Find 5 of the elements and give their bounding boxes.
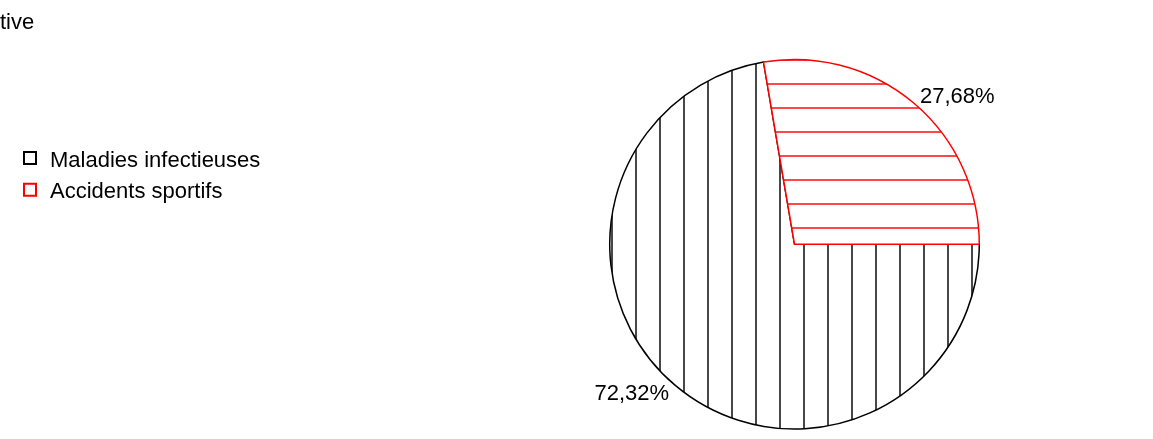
legend-label: Maladies infectieuses [50,146,261,172]
data-label: 72,32% [594,380,670,406]
chart-title: tive [0,8,35,34]
legend-label: Accidents sportifs [50,178,223,204]
data-label: 27,68% [919,83,995,109]
